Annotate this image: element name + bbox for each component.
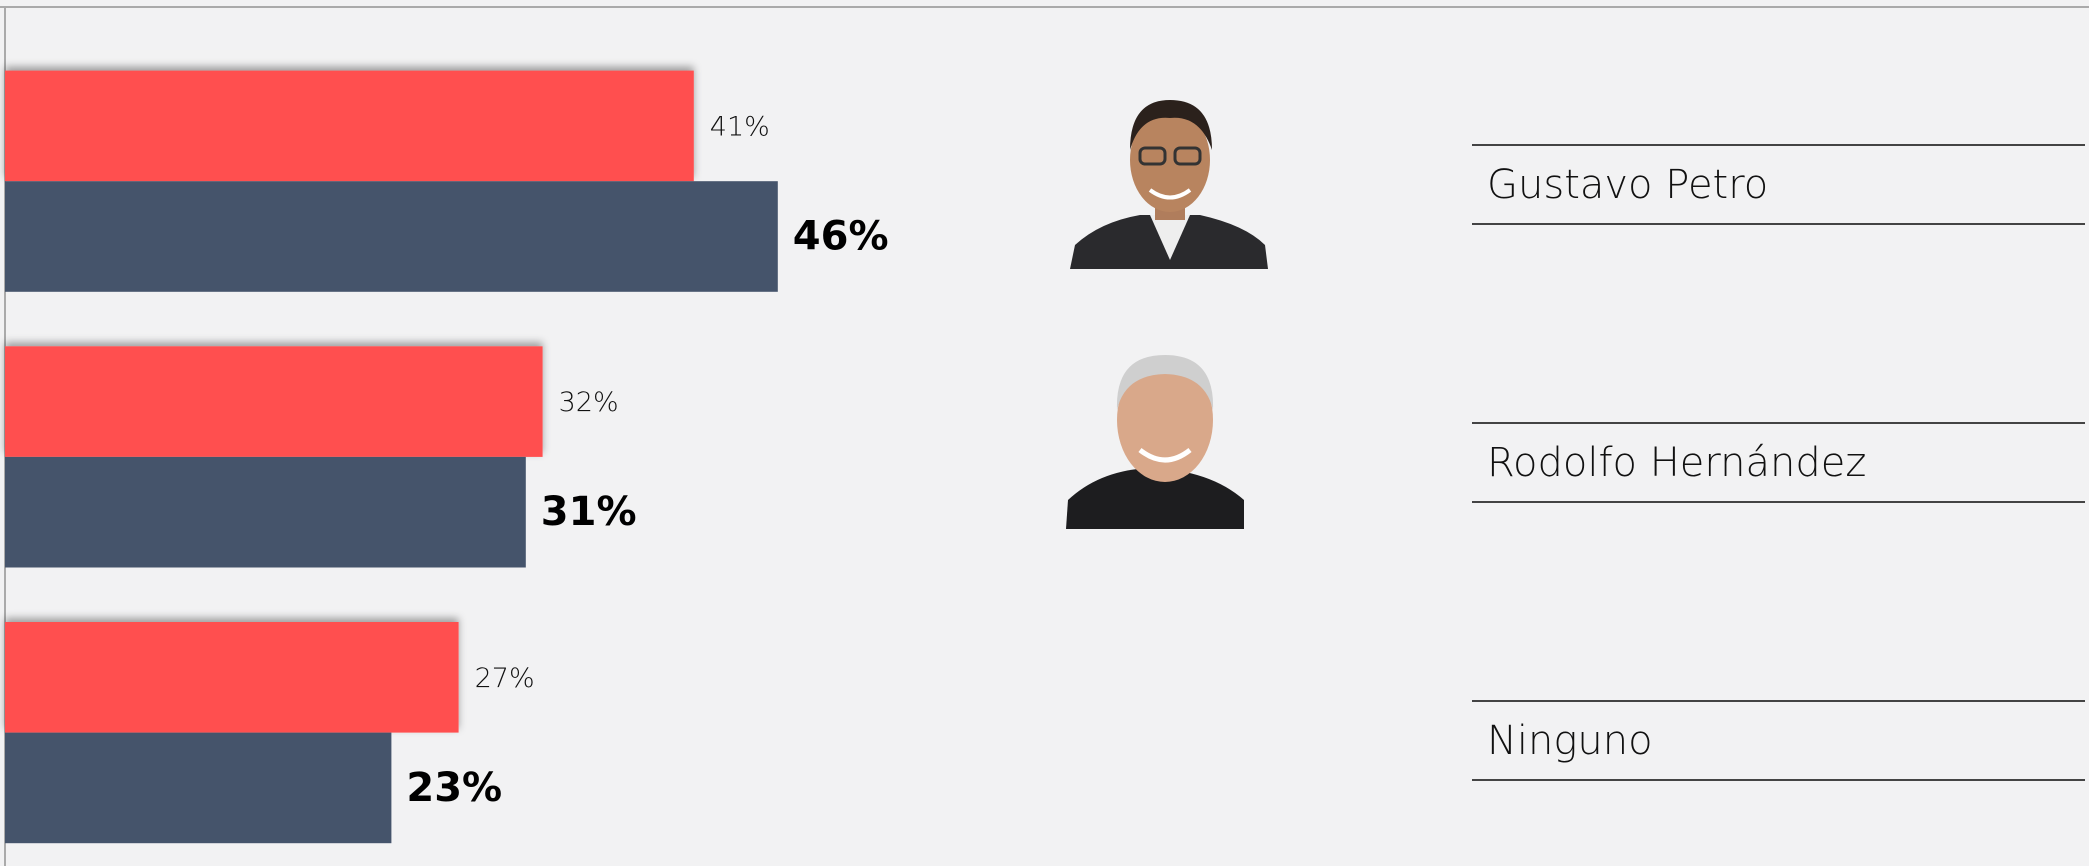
value-label: 31% <box>541 489 637 535</box>
value-label: 32% <box>559 387 619 418</box>
photo-hernandez <box>1066 353 1244 529</box>
bar <box>5 70 694 182</box>
photo-petro <box>1070 96 1268 269</box>
bar <box>5 456 526 568</box>
category-label: Ninguno <box>1487 718 1653 764</box>
value-label: 27% <box>475 663 535 694</box>
value-label: 41% <box>710 111 770 142</box>
bar <box>5 622 459 733</box>
value-label: 46% <box>793 214 889 260</box>
category-label: Rodolfo Hernández <box>1487 440 1866 486</box>
bar <box>5 732 392 844</box>
value-label: 23% <box>406 765 502 811</box>
category-label: Gustavo Petro <box>1487 162 1768 208</box>
bar <box>5 181 778 292</box>
bar <box>5 346 543 457</box>
